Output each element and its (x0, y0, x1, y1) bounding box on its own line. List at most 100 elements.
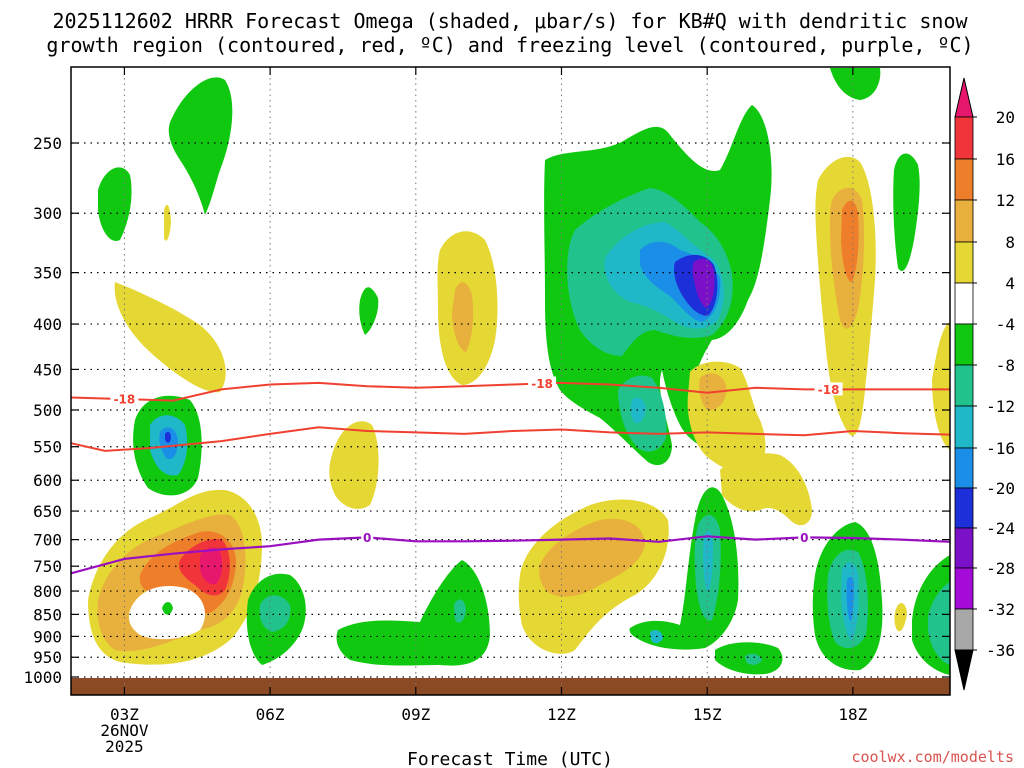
dgz-contour-label-2: -18 (531, 377, 553, 391)
y-tick-label: 700 (33, 531, 62, 550)
omega-positive-region-10z-8 (452, 282, 474, 352)
y-tick-label: 350 (33, 264, 62, 283)
freezing-contour-label-2-bg (798, 530, 811, 544)
y-tick-label: 900 (33, 627, 62, 646)
y-axis: 250 300 350 400 450 500 550 600 650 700 750 800 850 9… (23, 134, 950, 687)
credit-text: coolwx.com/modelts (851, 748, 1014, 766)
colorbar-swatch (954, 241, 974, 284)
colorbar-level-label: 12 (996, 191, 1015, 210)
chart-title-line2: growth region (contoured, red, ºC) and f… (46, 33, 973, 57)
colorbar-swatch (954, 567, 974, 610)
y-tick-label: 650 (33, 502, 62, 521)
colorbar-level-label: 16 (996, 150, 1015, 169)
temperature-contours: -18 -18 -18 0 0 (70, 376, 951, 575)
freezing-contour-label-2: 0 (800, 531, 808, 545)
colorbar: 20 16 12 8 4 -4 -8 -12 -16 -20 -24 -28 -32 -36 (954, 77, 1015, 691)
x-date-label-year: 2025 (105, 737, 144, 756)
colorbar-level-label: 8 (1005, 233, 1015, 252)
x-axis-label: Forecast Time (UTC) (407, 749, 613, 768)
colorbar-level-label: -24 (986, 519, 1015, 538)
omega-negative-region-low-06z-12 (259, 595, 291, 632)
omega-positive-region-right-edge (932, 322, 950, 450)
colorbar-level-label: 20 (996, 108, 1015, 127)
omega-positive-region-upper-left (114, 282, 226, 393)
omega-negative-region-sfc-16z-12 (745, 653, 762, 665)
dgz-contour-minus12 (70, 426, 951, 452)
x-tick-label: 15Z (693, 705, 722, 724)
x-tick-label: 03Z (110, 705, 139, 724)
colorbar-level-label: -20 (986, 479, 1015, 498)
colorbar-level-label: -28 (986, 559, 1015, 578)
colorbar-swatch (954, 405, 974, 449)
colorbar-level-label: -36 (986, 641, 1015, 660)
y-tick-label: 750 (33, 557, 62, 576)
y-tick-label: 450 (33, 360, 62, 379)
omega-negative-region-upper-left-1 (98, 167, 132, 241)
colorbar-swatch (954, 364, 974, 407)
omega-negative-region-upper-19z (893, 153, 920, 272)
dgz-contour-label-2-bg (528, 376, 557, 390)
colorbar-level-label: -4 (996, 315, 1015, 334)
chart-title-line1: 2025112602 HRRR Forecast Omega (shaded, … (52, 9, 968, 33)
colorbar-swatch (954, 447, 974, 489)
y-tick-label: 550 (33, 438, 62, 457)
omega-negative-region-top-18z (830, 68, 881, 100)
y-tick-label: 400 (33, 315, 62, 334)
omega-negative-region-right-edge-low-12 (928, 582, 950, 665)
terrain-below-ground (71, 678, 950, 695)
colorbar-swatch (954, 116, 974, 160)
omega-yellow-sliver (164, 204, 171, 241)
colorbar-swatch (954, 527, 974, 569)
grid-lines (71, 67, 950, 695)
freezing-contour-label-1: 0 (363, 531, 371, 545)
colorbar-swatch (954, 323, 974, 366)
freezing-contour-label-1-bg (361, 530, 374, 544)
omega-negative-region-upper-12z-15z-24 (692, 258, 715, 308)
colorbar-level-label: -12 (986, 397, 1015, 416)
omega-negative-region-upper-12z-15z-cyan-lower (630, 397, 646, 424)
omega-negative-region-low-15z-16 (703, 531, 713, 592)
y-tick-label: 800 (33, 582, 62, 601)
colorbar-swatch (954, 199, 974, 243)
x-tick-label: 12Z (547, 705, 576, 724)
omega-positive-region-08z-mid (329, 421, 379, 509)
y-tick-label: 600 (33, 471, 62, 490)
dgz-contour-minus18 (70, 381, 950, 402)
colorbar-level-label: -32 (986, 600, 1015, 619)
y-tick-label: 850 (33, 605, 62, 624)
colorbar-swatch (954, 158, 974, 201)
y-tick-label: 250 (33, 134, 62, 153)
omega-negative-region-low-18z-20 (846, 576, 854, 622)
colorbar-swatch (954, 608, 974, 651)
omega-positive-region-upper-18z-12 (841, 200, 859, 282)
colorbar-swatch (954, 282, 974, 325)
dgz-contour-label-1: -18 (114, 393, 136, 407)
omega-shading (71, 67, 950, 695)
omega-negative-region-upper-left-2 (168, 77, 233, 215)
y-tick-label: 1000 (23, 668, 62, 687)
x-date-label-day: 26NOV (100, 721, 149, 740)
x-tick-label: 06Z (256, 705, 285, 724)
colorbar-level-label: -16 (986, 439, 1015, 458)
y-tick-label: 950 (33, 648, 62, 667)
x-tick-label: 18Z (838, 705, 867, 724)
omega-negative-region-low-09z-12 (454, 599, 466, 623)
plot-frame (70, 66, 951, 696)
omega-positive-region-low-19z (894, 603, 907, 632)
omega-negative-region-mid-left-16 (159, 427, 178, 460)
colorbar-level-label: 4 (1005, 274, 1015, 293)
omega-positive-region-left-20 (200, 547, 223, 585)
omega-negative-region-mid-left-20 (165, 431, 171, 443)
colorbar-swatch (954, 487, 974, 529)
x-tick-label: 09Z (401, 705, 430, 724)
y-tick-label: 500 (33, 401, 62, 420)
omega-negative-region-08z-upper (359, 287, 379, 335)
y-tick-label: 300 (33, 204, 62, 223)
dgz-contour-label-3: -18 (818, 383, 840, 397)
omega-negative-region-low-09z (336, 560, 490, 666)
dgz-contour-label-3-bg (814, 382, 843, 396)
colorbar-arrow-bottom (954, 649, 974, 691)
colorbar-level-label: -8 (996, 356, 1015, 375)
